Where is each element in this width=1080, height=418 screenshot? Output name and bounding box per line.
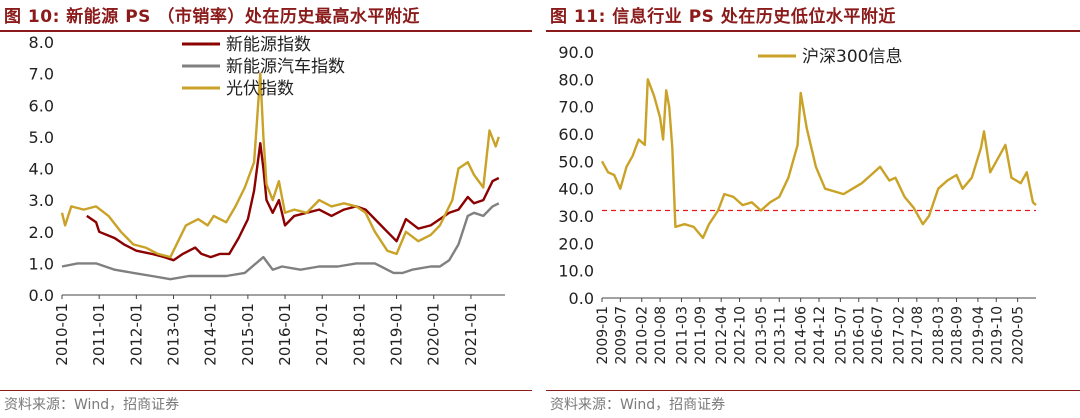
x-tick-label: 2009-01 (595, 306, 611, 365)
x-tick-label: 2010-08 (653, 306, 669, 365)
y-tick-label: 80.0 (558, 70, 594, 89)
x-tick-label: 2011-01 (90, 303, 108, 366)
figure-10-source: 资料来源：Wind，招商证券 (4, 397, 180, 413)
x-tick-label: 2012-01 (127, 303, 145, 366)
y-tick-label: 30.0 (558, 207, 594, 226)
x-tick-label: 2016-01 (852, 306, 868, 365)
y-tick-label: 8.0 (29, 33, 54, 52)
y-tick-label: 2.0 (29, 223, 54, 242)
x-tick-label: 2018-01 (350, 303, 368, 366)
x-tick-label: 2016-01 (276, 303, 294, 366)
bottom-rule (546, 390, 1080, 391)
x-tick-label: 2020-01 (425, 303, 443, 366)
figure-11-panel: 图 11: 信息行业 PS 处在历史低位水平附近 0.0 10.0 20.0 30.0… (546, 0, 1080, 418)
series-line (61, 202, 500, 281)
figure-10-panel: 图 10: 新能源 PS （市销率）处在历史最高水平附近 0.0 1.0 2.0 3.… (0, 0, 532, 418)
x-tick-label: 2021-01 (462, 303, 480, 366)
x-tick-label: 2013-05 (754, 306, 770, 365)
figure-11-title: 图 11: 信息行业 PS 处在历史低位水平附近 (550, 7, 896, 27)
x-tick-label: 2011-09 (693, 306, 709, 365)
y-tick-label: 6.0 (29, 96, 54, 115)
legend-label: 沪深300信息 (802, 47, 902, 67)
series-line (60, 72, 500, 259)
figure-10-chart: 0.0 1.0 2.0 3.0 4.0 5.0 6.0 7.0 8.0 2010-01 2011-0… (29, 33, 505, 366)
y-tick-label: 0.0 (29, 286, 54, 305)
y-tick-label: 40.0 (558, 180, 594, 199)
title-rule (0, 30, 532, 32)
x-tick-label: 2019-04 (971, 306, 987, 365)
x-tick-label: 2018-09 (950, 306, 966, 365)
x-tick-label: 2016-07 (870, 306, 886, 365)
x-tick-label: 2017-08 (910, 306, 926, 365)
y-tick-label: 50.0 (558, 152, 594, 171)
y-tick-label: 4.0 (29, 160, 54, 179)
bottom-rule (0, 390, 532, 391)
x-tick-label: 2011-03 (674, 306, 690, 365)
x-tick-label: 2010-01 (53, 303, 71, 366)
x-tick-label: 2017-02 (891, 306, 907, 365)
x-tick-label: 2013-01 (165, 303, 183, 366)
x-tick-label: 2014-06 (794, 306, 810, 365)
x-tick-label: 2015-01 (239, 303, 257, 366)
legend-label: 新能源汽车指数 (226, 57, 345, 77)
y-tick-label: 90.0 (558, 43, 594, 62)
series-line (600, 78, 1037, 240)
x-tick-label: 2012-10 (733, 306, 749, 365)
y-tick-label: 10.0 (558, 262, 594, 281)
x-tick-label: 2014-12 (812, 306, 828, 365)
legend-label: 新能源指数 (226, 35, 311, 55)
y-tick-label: 60.0 (558, 125, 594, 144)
y-tick-label: 3.0 (29, 191, 54, 210)
x-tick-label: 2020-05 (1011, 306, 1027, 365)
x-tick-label: 2017-01 (313, 303, 331, 366)
x-tick-label: 2012-04 (714, 306, 730, 365)
y-tick-label: 70.0 (558, 98, 594, 117)
legend-label: 光伏指数 (226, 79, 294, 99)
figure-11-chart: 0.0 10.0 20.0 30.0 40.0 50.0 60.0 70.0 80.0 90.0 2… (558, 43, 1037, 365)
title-rule (546, 30, 1080, 32)
series-line (86, 141, 500, 262)
x-tick-label: 2010-02 (635, 306, 651, 365)
y-tick-label: 7.0 (29, 65, 54, 84)
y-tick-label: 5.0 (29, 128, 54, 147)
x-tick-label: 2019-10 (989, 306, 1005, 365)
x-tick-label: 2015-07 (833, 306, 849, 365)
x-tick-label: 2018-03 (931, 306, 947, 365)
figure-11-source: 资料来源：Wind，招商证券 (550, 397, 726, 413)
x-tick-label: 2014-01 (202, 303, 220, 366)
x-tick-label: 2009-07 (613, 306, 629, 365)
figure-10-title: 图 10: 新能源 PS （市销率）处在历史最高水平附近 (4, 7, 420, 27)
y-tick-label: 0.0 (569, 289, 594, 308)
y-tick-label: 1.0 (29, 254, 54, 273)
x-tick-label: 2013-11 (772, 306, 788, 365)
x-tick-label: 2019-01 (388, 303, 406, 366)
y-tick-label: 20.0 (558, 234, 594, 253)
